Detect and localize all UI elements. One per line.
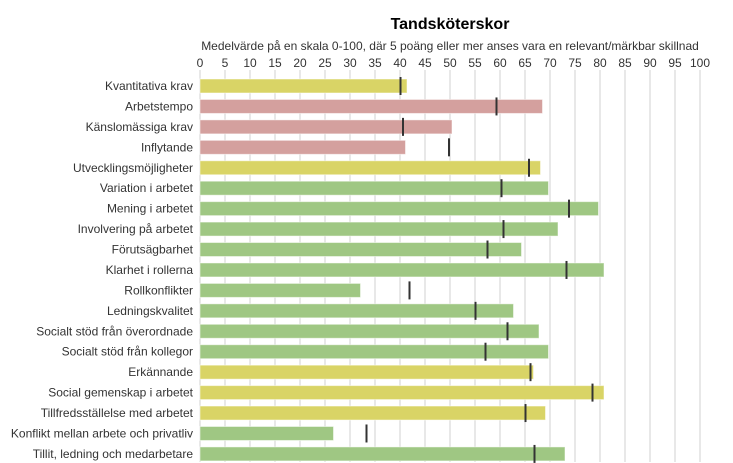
category-label: Inflytande <box>141 140 193 154</box>
category-label: Erkännande <box>128 365 193 379</box>
bar <box>199 364 534 380</box>
bar <box>199 78 408 94</box>
category-label: Involvering på arbetet <box>78 222 194 236</box>
bar <box>199 180 549 196</box>
category-label: Socialt stöd från kollegor <box>62 345 193 359</box>
bar <box>199 242 522 258</box>
x-tick-label: 25 <box>318 56 332 70</box>
category-label: Tillfredsställelse med arbetet <box>41 406 194 420</box>
x-tick-label: 15 <box>268 56 282 70</box>
x-tick-label: 50 <box>443 56 457 70</box>
bar <box>199 119 453 135</box>
category-label: Utvecklingsmöjligheter <box>73 161 193 175</box>
x-tick-label: 75 <box>568 56 582 70</box>
bar <box>199 446 566 462</box>
category-label: Tillit, ledning och medarbetare <box>33 447 194 461</box>
bar <box>199 201 599 217</box>
x-tick-label: 65 <box>518 56 532 70</box>
bar <box>199 425 334 441</box>
category-labels: Kvantitativa krav Arbetstempo Känslomässig… <box>11 79 194 461</box>
bar <box>199 344 549 360</box>
category-label: Variation i arbetet <box>100 181 194 195</box>
bar <box>199 385 605 401</box>
x-tick-label: 60 <box>493 56 507 70</box>
category-label: Arbetstempo <box>125 99 193 113</box>
x-tick-label: 70 <box>543 56 557 70</box>
category-label: Kvantitativa krav <box>105 79 193 93</box>
bar <box>199 282 361 298</box>
category-label: Socialt stöd från överordnade <box>36 324 193 338</box>
bar <box>199 98 543 114</box>
category-label: Konflikt mellan arbete och privatliv <box>11 426 193 440</box>
category-label: Känslomässiga krav <box>86 120 193 134</box>
bar <box>199 405 546 421</box>
x-tick-label: 35 <box>368 56 382 70</box>
x-tick-label: 10 <box>243 56 257 70</box>
category-label: Förutsägbarhet <box>112 243 194 257</box>
bar <box>199 262 605 278</box>
bar <box>199 303 514 319</box>
x-tick-label: 95 <box>668 56 682 70</box>
category-label: Mening i arbetet <box>107 202 194 216</box>
bars <box>199 78 605 462</box>
x-tick-label: 40 <box>393 56 407 70</box>
x-tick-label: 5 <box>222 56 229 70</box>
x-tick-label: 90 <box>643 56 657 70</box>
category-label: Klarhet i rollerna <box>106 263 194 277</box>
markers <box>365 77 594 463</box>
bar <box>199 139 406 155</box>
category-label: Rollkonflikter <box>124 283 193 297</box>
category-label: Social gemenskap i arbetet <box>48 386 193 400</box>
bar <box>199 323 540 339</box>
bar <box>199 221 559 237</box>
x-tick-label: 80 <box>593 56 607 70</box>
x-tick-label: 0 <box>197 56 204 70</box>
x-tick-label: 100 <box>690 56 710 70</box>
bar <box>199 160 541 176</box>
x-tick-label: 45 <box>418 56 432 70</box>
category-label: Ledningskvalitet <box>107 304 194 318</box>
x-tick-labels: 0 5 10 15 20 25 30 35 40 45 50 55 60 65 70 75 80 85 90 95 10… <box>197 56 711 70</box>
x-tick-label: 20 <box>293 56 307 70</box>
chart-subtitle: Medelvärde på en skala 0-100, där 5 poän… <box>201 39 699 53</box>
chart-title: Tandsköterskor <box>391 16 510 33</box>
x-tick-label: 55 <box>468 56 482 70</box>
x-tick-label: 85 <box>618 56 632 70</box>
x-tick-label: 30 <box>343 56 357 70</box>
